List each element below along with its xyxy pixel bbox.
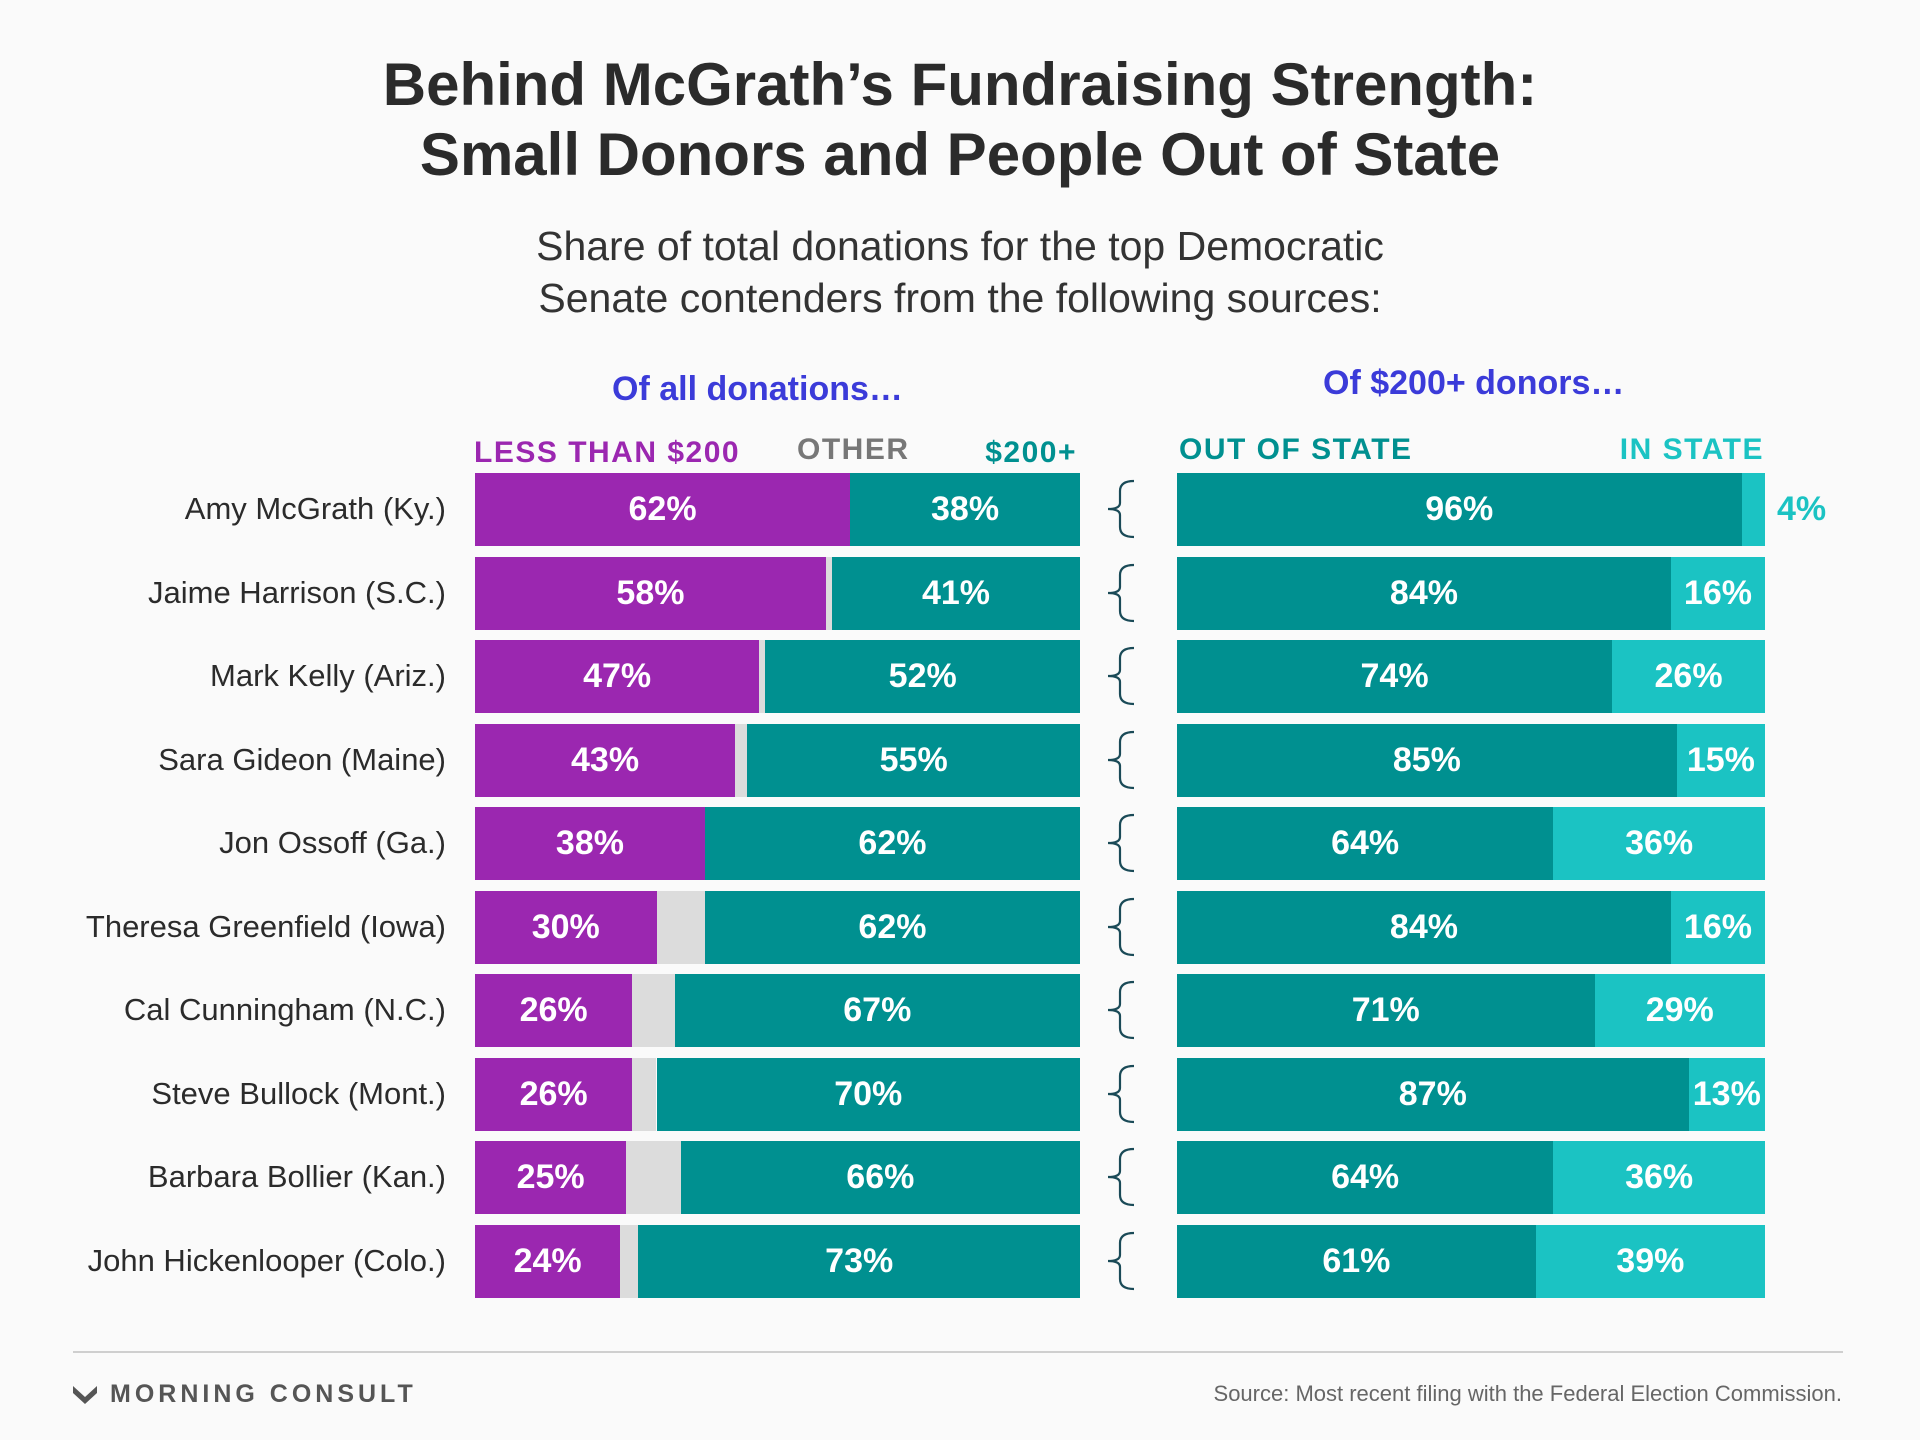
bar-other <box>620 1224 639 1298</box>
candidate-name: John Hickenlooper (Colo.) <box>87 1242 446 1278</box>
bar-200: 62% <box>704 807 1080 880</box>
brace-connector-icon <box>1107 1064 1135 1123</box>
subtitle-line-2: Senate contenders from the following sou… <box>538 275 1382 321</box>
chart-subtitle: Share of total donations for the top Dem… <box>0 220 1920 324</box>
candidate-name: Jon Ossoff (Ga.) <box>219 825 446 860</box>
legend-out-of-state: OUT OF STATE <box>1179 433 1413 466</box>
bar-other <box>656 890 705 964</box>
bar-out-of-state: 85% <box>1177 723 1677 797</box>
bar-out-of-state: 87% <box>1177 1057 1689 1131</box>
bar-out-of-state: 96% <box>1177 473 1742 546</box>
bar-less-than-200: 26% <box>475 974 633 1047</box>
legend-over-200: $200+ <box>985 436 1077 469</box>
bar-less-than-200: 62% <box>475 473 851 546</box>
candidate-name: Theresa Greenfield (Iowa) <box>85 908 446 944</box>
bar-out-of-state: 61% <box>1177 1224 1536 1298</box>
legend-in-state: IN STATE <box>1619 433 1764 466</box>
bar-out-of-state: 64% <box>1177 1141 1554 1214</box>
footer-divider <box>73 1351 1843 1353</box>
bar-less-than-200: 24% <box>475 1224 621 1298</box>
chevron-logo-icon <box>73 1385 97 1404</box>
candidate-name: Amy McGrath (Ky.) <box>184 491 446 526</box>
bar-in-state: 26% <box>1612 640 1765 713</box>
bar-200: 70% <box>656 1057 1080 1131</box>
brace-connector-icon <box>1107 563 1135 622</box>
brace-connector-icon <box>1107 897 1135 956</box>
bar-200: 62% <box>704 890 1080 964</box>
bar-out-of-state: 84% <box>1177 556 1671 630</box>
candidate-name: Jaime Harrison (S.C.) <box>148 574 446 610</box>
bar-200: 67% <box>674 974 1080 1047</box>
right-panel-heading: Of $200+ donors… <box>1323 364 1625 402</box>
bar-less-than-200: 30% <box>475 890 657 964</box>
brace-connector-icon <box>1107 1147 1135 1207</box>
bar-in-state: 36% <box>1553 1141 1765 1214</box>
brace-connector-icon <box>1107 730 1135 789</box>
candidate-name: Sara Gideon (Maine) <box>158 741 446 777</box>
subtitle-line-1: Share of total donations for the top Dem… <box>536 223 1384 269</box>
bar-200: 66% <box>680 1141 1080 1214</box>
bar-out-of-state: 84% <box>1177 890 1671 964</box>
candidate-name: Steve Bullock (Mont.) <box>151 1075 446 1111</box>
bar-200: 73% <box>638 1224 1080 1298</box>
brace-connector-icon <box>1107 646 1135 706</box>
morning-consult-logo: MORNING CONSULT <box>72 1380 417 1409</box>
bar-out-of-state: 71% <box>1177 974 1595 1047</box>
bar-other <box>735 723 748 797</box>
left-panel-heading: Of all donations… <box>612 370 903 408</box>
bar-other <box>825 556 832 630</box>
brace-connector-icon <box>1107 479 1135 539</box>
bar-less-than-200: 47% <box>475 640 760 713</box>
bar-200: 52% <box>765 640 1080 713</box>
bar-other <box>632 974 675 1047</box>
brace-connector-icon <box>1107 813 1135 873</box>
bar-in-state: 29% <box>1594 974 1765 1047</box>
bar-out-of-state: 74% <box>1177 640 1613 713</box>
bar-in-state: 16% <box>1670 556 1765 630</box>
bar-less-than-200: 26% <box>475 1057 633 1131</box>
brace-connector-icon <box>1107 980 1135 1040</box>
bar-200: 41% <box>832 556 1080 630</box>
bar-less-than-200: 38% <box>475 807 705 880</box>
bar-200: 38% <box>850 473 1080 546</box>
chart-title: Behind McGrath’s Fundraising Strength: S… <box>0 50 1920 190</box>
bar-other <box>626 1141 681 1214</box>
bar-less-than-200: 25% <box>475 1141 627 1214</box>
in-state-label-outside: 4% <box>1777 490 1827 528</box>
brace-connector-icon <box>1107 1231 1135 1290</box>
bar-in-state: 39% <box>1535 1224 1765 1298</box>
bar-200: 55% <box>747 723 1081 797</box>
candidate-name: Cal Cunningham (N.C.) <box>123 992 446 1027</box>
brand-name: MORNING CONSULT <box>110 1380 417 1408</box>
bar-less-than-200: 58% <box>475 556 826 630</box>
source-note: Source: Most recent filing with the Fede… <box>1213 1381 1842 1406</box>
candidate-name: Mark Kelly (Ariz.) <box>210 658 446 693</box>
legend-other: OTHER <box>797 433 910 466</box>
bar-in-state: 36% <box>1553 807 1765 880</box>
bar-in-state: 16% <box>1670 890 1765 964</box>
bar-other <box>632 1057 657 1131</box>
bar-in-state: 13% <box>1688 1057 1765 1131</box>
legend-less-than-200: LESS THAN $200 <box>474 436 741 469</box>
bar-in-state <box>1741 473 1765 546</box>
bar-less-than-200: 43% <box>475 723 736 797</box>
bar-out-of-state: 64% <box>1177 807 1554 880</box>
candidate-name: Barbara Bollier (Kan.) <box>147 1159 446 1194</box>
title-line-1: Behind McGrath’s Fundraising Strength: <box>382 51 1538 118</box>
title-line-2: Small Donors and People Out of State <box>419 121 1501 188</box>
bar-in-state: 15% <box>1676 723 1765 797</box>
bar-other <box>759 640 766 713</box>
